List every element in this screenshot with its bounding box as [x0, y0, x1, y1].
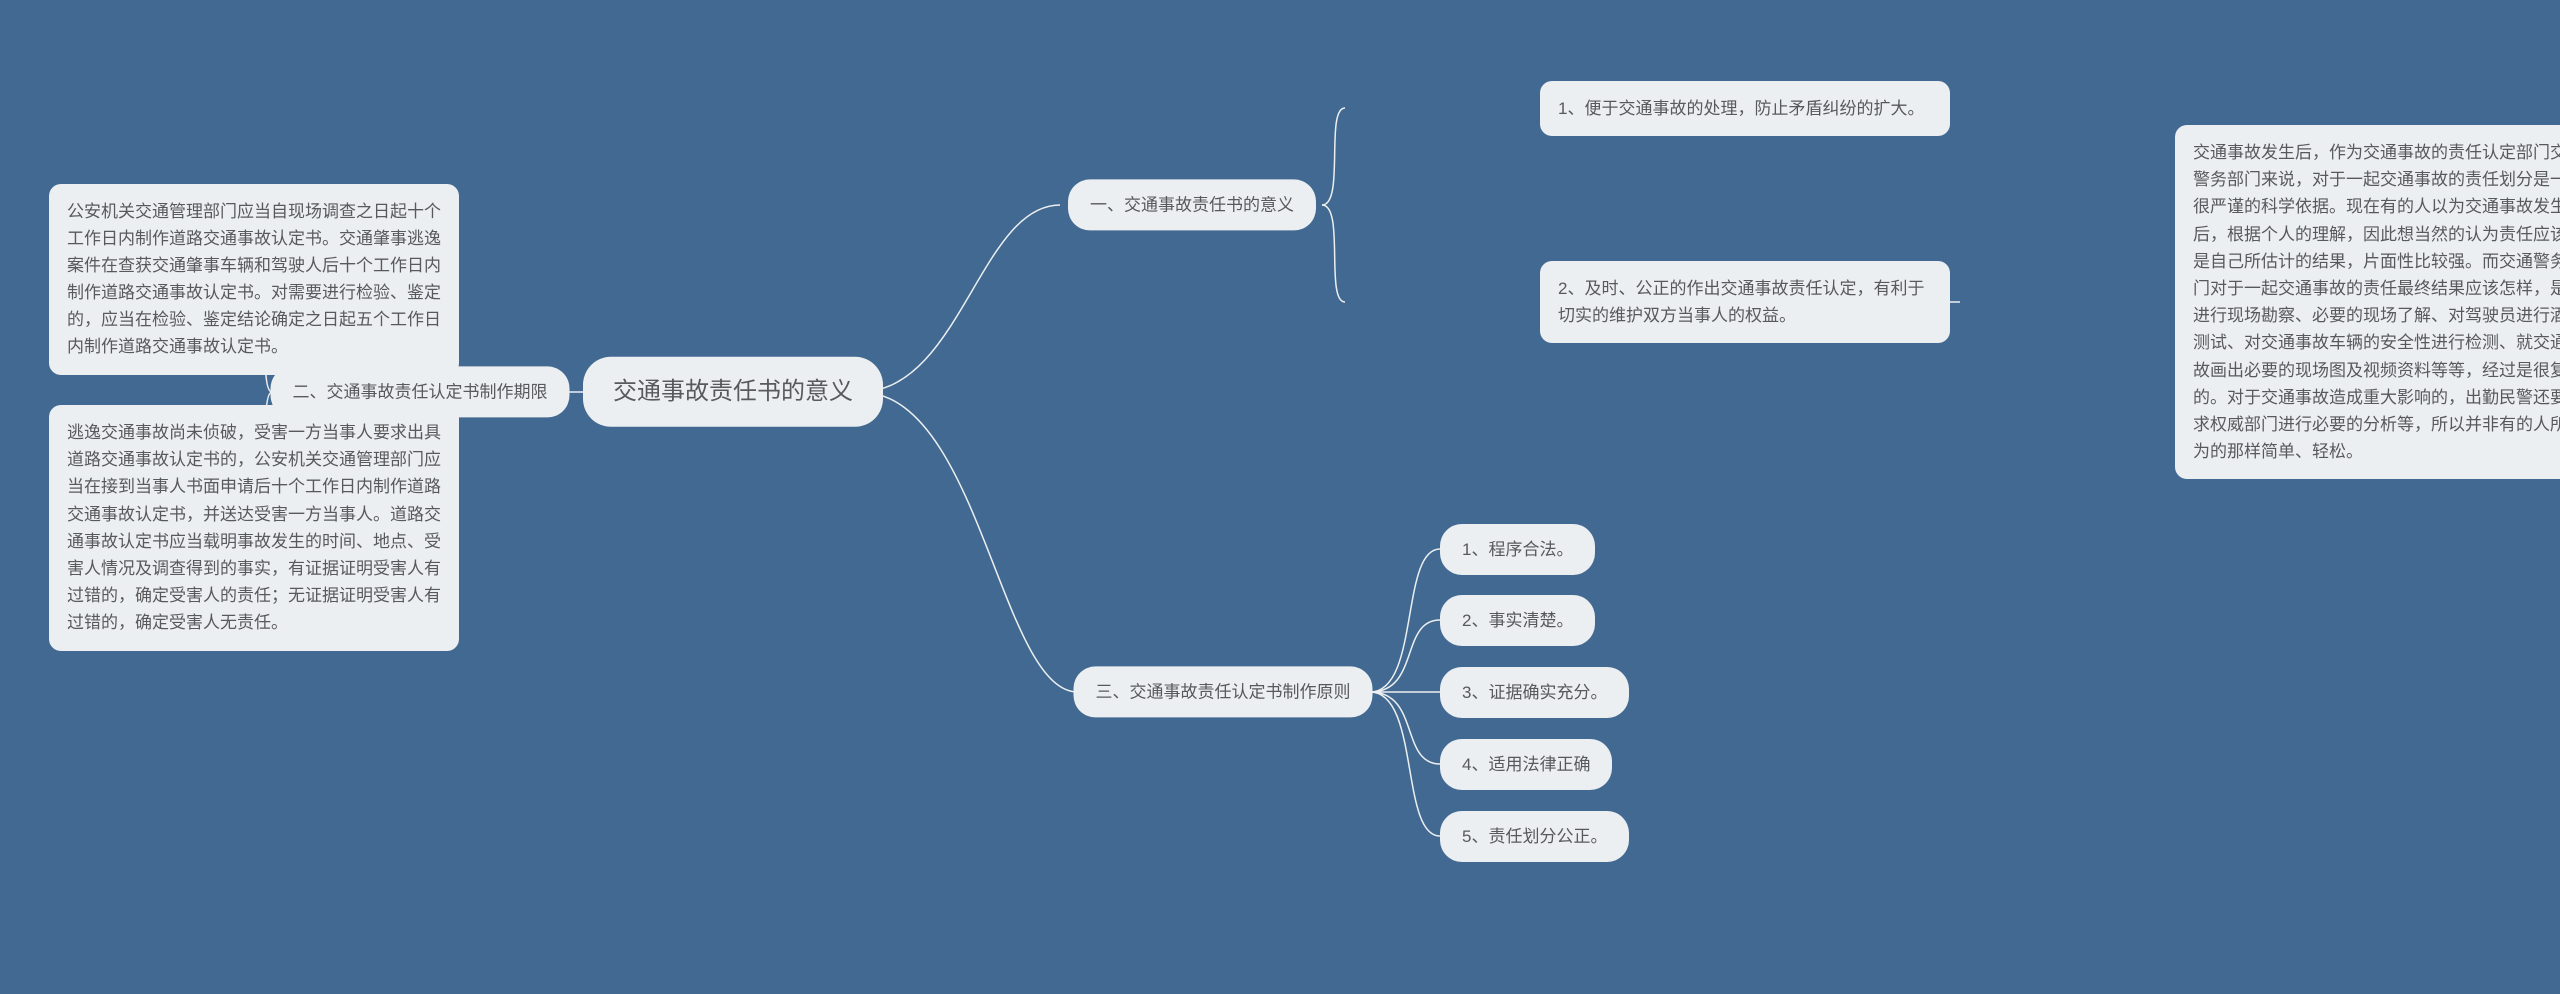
branch-1-child-0[interactable]: 1、便于交通事故的处理，防止矛盾纠纷的扩大。 [1540, 81, 1950, 136]
branch-3-child-1[interactable]: 2、事实清楚。 [1440, 595, 1595, 646]
branch-3-child-2[interactable]: 3、证据确实充分。 [1440, 667, 1629, 718]
branch-1-child-1[interactable]: 2、及时、公正的作出交通事故责任认定，有利于切实的维护双方当事人的权益。 [1540, 261, 1950, 343]
mindmap-root[interactable]: 交通事故责任书的意义 [583, 357, 883, 427]
branch-3-child-0[interactable]: 1、程序合法。 [1440, 524, 1595, 575]
branch-3[interactable]: 三、交通事故责任认定书制作原则 [1074, 666, 1373, 717]
branch-2-child-1[interactable]: 逃逸交通事故尚未侦破，受害一方当事人要求出具道路交通事故认定书的，公安机关交通管… [49, 405, 459, 651]
branch-3-child-4[interactable]: 5、责任划分公正。 [1440, 811, 1629, 862]
branch-2-child-0[interactable]: 公安机关交通管理部门应当自现场调查之日起十个工作日内制作道路交通事故认定书。交通… [49, 184, 459, 375]
branch-1-child-1-detail[interactable]: 交通事故发生后，作为交通事故的责任认定部门交通警务部门来说，对于一起交通事故的责… [2175, 125, 2560, 479]
branch-1[interactable]: 一、交通事故责任书的意义 [1068, 179, 1316, 230]
branch-3-child-3[interactable]: 4、适用法律正确 [1440, 739, 1612, 790]
